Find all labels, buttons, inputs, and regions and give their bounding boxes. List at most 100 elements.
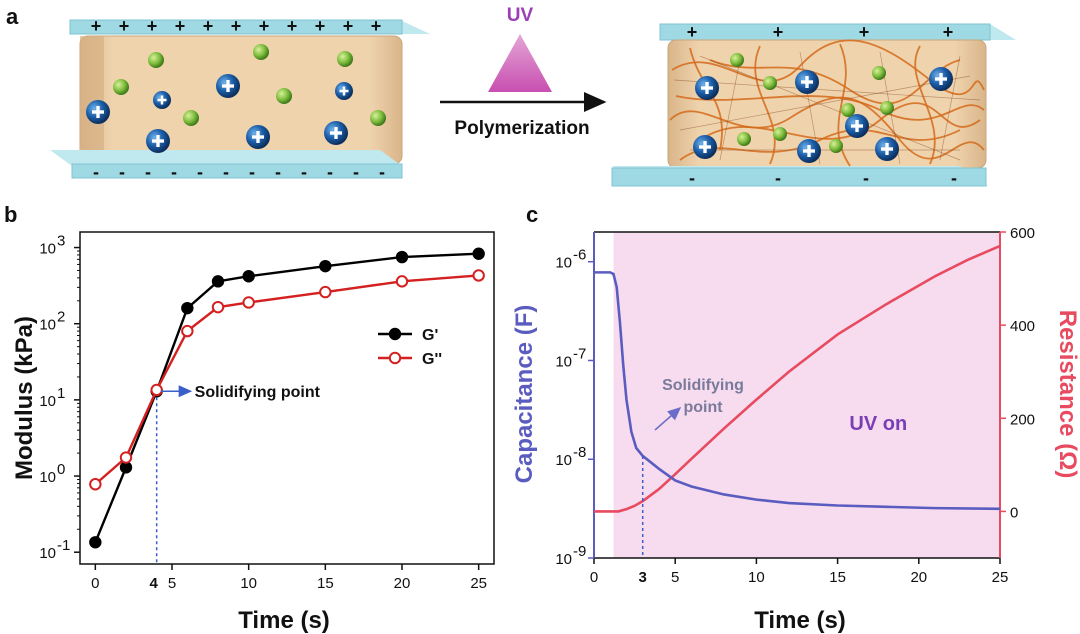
legend-marker (388, 351, 402, 365)
top-electrode-2 (659, 23, 991, 41)
cation-plus-v (160, 95, 164, 105)
y-left-tick-label: 10 (555, 255, 572, 272)
panel-label-a: a (6, 4, 19, 29)
x-tick-label: 0 (91, 575, 99, 592)
anion-ion (872, 66, 886, 80)
plus-sign: + (175, 16, 186, 36)
plus-sign: + (859, 22, 870, 42)
y-tick-label: 10 (39, 469, 56, 486)
anion-ion (370, 110, 386, 126)
y-tick-label: 10 (39, 317, 56, 334)
anion-ion (337, 51, 353, 67)
solidifying-arrow (654, 407, 682, 431)
minus-sign: - (301, 162, 307, 182)
minus-sign: - (379, 162, 385, 182)
polymer-chain (914, 45, 936, 165)
plus-sign: + (231, 16, 242, 36)
plus-sign: + (287, 16, 298, 36)
y-left-tick-exponent: -6 (573, 247, 586, 264)
x-tick-label: 25 (992, 569, 1009, 586)
minus-sign: - (951, 168, 957, 188)
bottom-electrode (71, 163, 403, 179)
minus-sign: - (119, 162, 125, 182)
x-tick-label: 5 (168, 575, 176, 592)
polymer-chain (754, 45, 776, 165)
data-point (395, 250, 409, 264)
y-tick-exponent: 3 (57, 233, 65, 250)
minus-sign: - (275, 162, 281, 182)
minus-sign: - (145, 162, 151, 182)
cation-plus-v (156, 135, 160, 147)
legend-marker (388, 327, 402, 341)
legend-label: G' (422, 327, 438, 344)
gel-side-face (80, 36, 104, 164)
minus-sign: - (223, 162, 229, 182)
cation-plus-v (96, 106, 100, 118)
y-left-tick-exponent: -7 (573, 345, 586, 362)
polymer-chain (671, 39, 985, 95)
y-tick-exponent: 2 (57, 309, 65, 326)
data-point (242, 296, 255, 309)
plus-sign: + (943, 22, 954, 42)
resistance-curve (594, 244, 1001, 513)
x-tick-label: 15 (317, 575, 334, 592)
data-point (181, 324, 194, 338)
uv-light-triangle (488, 34, 552, 92)
chart-b-frame (79, 231, 495, 565)
y-left-tick-label: 10 (555, 452, 572, 469)
solidifying-point-label: Solidifying point (195, 384, 321, 401)
x-tick-label: 10 (240, 575, 257, 592)
cation-plus-v (885, 143, 889, 155)
data-point (89, 478, 102, 491)
polymer-crosslink (699, 55, 961, 161)
x-tick-label: 25 (470, 575, 487, 592)
cation-plus-v (807, 145, 811, 157)
cation-plus-v (939, 73, 943, 85)
y-right-tick-label: 200 (1010, 411, 1035, 428)
chart-c-ylabel-left: Capacitance (F) (511, 305, 538, 484)
polymer-crosslink (719, 59, 741, 161)
y-right-tick-label: 600 (1010, 225, 1035, 242)
panel-label-c: c (526, 202, 538, 227)
bottom-electrode-2 (611, 167, 987, 187)
plus-sign: + (91, 16, 102, 36)
uv-label: UV (507, 5, 534, 26)
cation-plus-v (342, 86, 346, 96)
anion-ion (148, 52, 164, 68)
cation-plus-v (705, 82, 709, 94)
polymer-crosslink (939, 55, 961, 161)
polymer-chain (837, 43, 851, 167)
minus-sign: - (93, 162, 99, 182)
uv-on-label: UV on (849, 413, 907, 435)
solidifying-label-line2: point (683, 399, 723, 416)
chart-c-ylabel-right: Resistance (Ω) (1054, 310, 1080, 479)
anion-ion (276, 88, 292, 104)
y-tick-exponent: 0 (57, 461, 65, 478)
x-tick-label: 0 (590, 569, 598, 586)
data-point (319, 285, 332, 299)
plus-sign: + (119, 16, 130, 36)
data-point (472, 269, 485, 282)
anion-ion (730, 53, 744, 67)
anion-ion (829, 139, 843, 153)
series-line-g-double-prime (94, 274, 479, 486)
capacitance-resistance-chart: Time (s) Capacitance (F) Resistance (Ω) … (511, 225, 1080, 634)
data-point (119, 451, 133, 464)
cation-plus-v (334, 127, 338, 139)
y-tick-label: 10 (39, 393, 56, 410)
anion-ion (253, 44, 269, 60)
solidifying-time-label: 4 (149, 575, 158, 592)
x-tick-label: 10 (748, 569, 765, 586)
data-point (89, 536, 102, 549)
minus-sign: - (353, 162, 359, 182)
y-right-tick-label: 400 (1010, 318, 1035, 335)
y-tick-exponent: 1 (57, 385, 65, 402)
minus-sign: - (775, 168, 781, 188)
y-right-tick-label: 0 (1010, 504, 1018, 521)
y-left-tick-label: 10 (555, 353, 572, 370)
plus-sign: + (147, 16, 158, 36)
minus-sign: - (863, 168, 869, 188)
plus-sign: + (343, 16, 354, 36)
plus-sign: + (203, 16, 214, 36)
data-point (211, 275, 225, 288)
